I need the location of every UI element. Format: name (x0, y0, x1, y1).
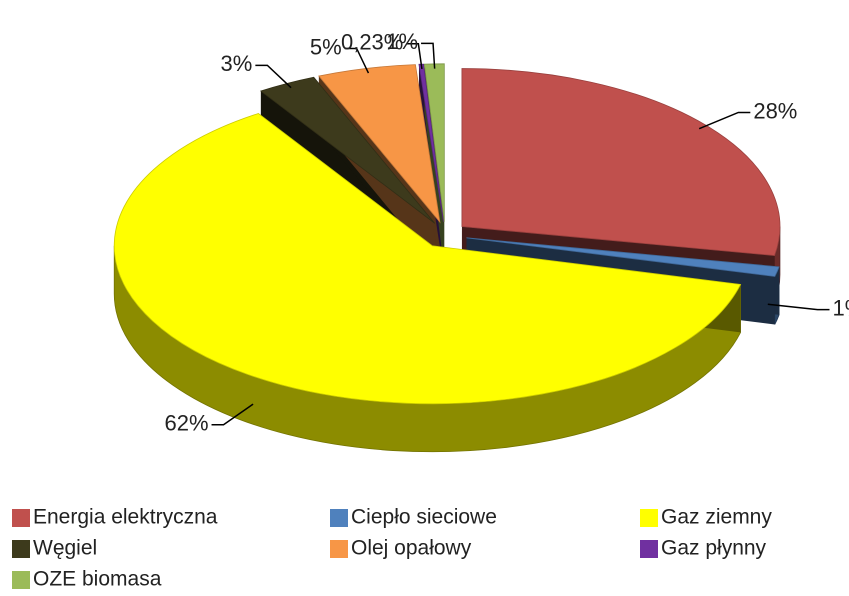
data-label: 62% (164, 411, 208, 436)
legend-swatch (12, 509, 30, 527)
data-label: 3% (221, 51, 253, 76)
legend-label: Węgiel (33, 537, 97, 560)
legend-label: Energia elektryczna (33, 506, 218, 529)
slice (466, 237, 780, 277)
legend-label: Gaz ziemny (661, 506, 772, 529)
legend-swatch (640, 540, 658, 558)
legend-swatch (330, 509, 348, 527)
legend-label: Olej opałowy (351, 537, 472, 560)
slice (461, 68, 781, 256)
data-label: 0,23% (341, 30, 403, 55)
legend-swatch (640, 509, 658, 527)
legend-swatch (12, 540, 30, 558)
leader-line (421, 42, 436, 69)
leader-line (406, 42, 423, 70)
slice (113, 113, 742, 405)
data-label: 28% (753, 98, 797, 123)
legend-swatch (330, 540, 348, 558)
data-label: 1% (386, 29, 418, 54)
legend: Energia elektryczna Ciepło sieciowe Gaz zi… (12, 506, 772, 591)
data-labels: 28%1%62%3%5%0,23%1% (164, 29, 849, 435)
slice-tops (113, 63, 781, 405)
leader-line (255, 64, 292, 89)
legend-label: OZE biomasa (33, 568, 162, 591)
data-label: 5% (310, 34, 342, 59)
legend-label: Ciepło sieciowe (351, 506, 497, 529)
leader-line (698, 111, 751, 130)
legend-swatch (12, 571, 30, 589)
leader-line (767, 303, 830, 311)
legend-label: Gaz płynny (661, 537, 767, 560)
leader-line (211, 403, 254, 426)
leader-line (344, 47, 370, 74)
data-label: 1% (832, 295, 849, 320)
